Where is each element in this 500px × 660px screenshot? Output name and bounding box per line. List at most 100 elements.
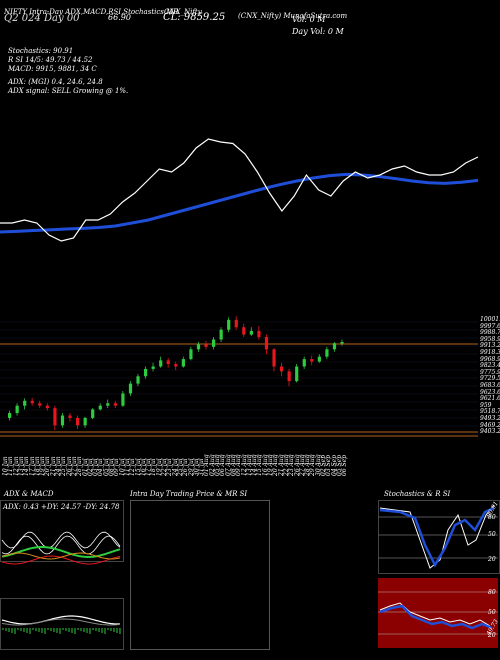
- price-label: 9958.97: [480, 335, 500, 343]
- intraday-panel-title: Intra Day Trading Price & MR SI: [130, 490, 248, 498]
- candle-body: [340, 341, 344, 344]
- close-label: CL: 9859.25: [163, 12, 226, 23]
- day-vol-label: Day Vol: 0 M: [292, 27, 344, 36]
- candle-body: [295, 366, 299, 382]
- price-label: 10001.5: [480, 316, 500, 323]
- vol-label: Vol: 0 M: [292, 15, 326, 24]
- candle-body: [174, 364, 178, 367]
- macd-signal: [1, 618, 121, 626]
- candle-body: [128, 383, 133, 394]
- candle-body: [264, 337, 269, 350]
- candle-body: [83, 417, 87, 426]
- adx-readout: ADX: (MGI) 0.4, 24.6, 24.8: [8, 78, 103, 86]
- candle-body: [144, 368, 148, 377]
- candle-body: [121, 393, 125, 406]
- price-label: 9621.62: [480, 395, 500, 403]
- header-tab-1: NIFTY Intra-Day ADX,MACD,RSI,Stochastics…: [4, 8, 179, 16]
- adx-macd-panel-title: ADX & MACD: [4, 490, 54, 498]
- price-label: 9493.23: [480, 415, 500, 422]
- price-label: 9823.44: [480, 362, 500, 370]
- candle-body: [166, 360, 170, 365]
- candle-body: [106, 403, 110, 406]
- stoch-panel-title: Stochastics & R SI: [384, 490, 451, 498]
- candle-body: [23, 400, 27, 406]
- candle-body: [227, 319, 231, 330]
- candle-body: [60, 415, 65, 426]
- candle-body: [159, 360, 163, 367]
- macd-readout: MACD: 9915, 9881, 34 C: [8, 65, 97, 73]
- intraday-panel: [130, 500, 270, 650]
- candle-body: [113, 403, 117, 406]
- candle-body: [68, 415, 72, 418]
- stoch-k-line: [379, 504, 495, 569]
- adx-green-line: [1, 546, 121, 559]
- candle-body: [76, 417, 80, 426]
- stochastics-readout: Stochastics: 90.91: [8, 47, 74, 55]
- main-chart: [0, 138, 479, 437]
- rsi-level-80: 80: [488, 589, 496, 596]
- price-label: 9729.53: [480, 375, 500, 383]
- rsi-level-50: 50: [488, 609, 496, 616]
- price-label: 9968.97: [480, 355, 500, 363]
- candle-body: [249, 330, 253, 335]
- chart-title: (CNX_Nifty) MunafaSutra.com: [238, 12, 348, 20]
- candle-body: [219, 329, 223, 340]
- rsi-panel: [378, 578, 498, 648]
- candle-body: [45, 405, 49, 409]
- candle-body: [287, 371, 291, 382]
- rsi-readout: R SI 14/5: 49.73 / 44.52: [8, 56, 93, 64]
- price-label: 9403.25: [480, 428, 500, 436]
- adx-orange-line: [1, 552, 121, 560]
- price-line: [0, 138, 479, 242]
- adx-panel: ADX: 0.43 +DY: 24.57 -DY: 24.78: [0, 500, 124, 562]
- macd-panel: [0, 598, 124, 650]
- candle-body: [151, 366, 155, 369]
- candle-body: [257, 330, 261, 338]
- candle-body: [325, 349, 329, 357]
- stoch-d-line: [379, 506, 495, 568]
- candle-body: [317, 356, 321, 362]
- header-tab-2: CNX_Nifty: [164, 8, 202, 16]
- price-label: 9518.73: [480, 408, 500, 416]
- candle-body: [181, 359, 185, 367]
- adx-signal-readout: ADX signal: SELL Growing @ 1%.: [8, 87, 129, 95]
- adx-panel-values: ADX: 0.43 +DY: 24.57 -DY: 24.78: [3, 503, 120, 511]
- candle-body: [302, 359, 306, 367]
- price-label: 9988.75: [480, 329, 500, 337]
- price-label: 9918.36: [480, 349, 500, 356]
- candle-body: [98, 405, 102, 410]
- price-label: 9623.62: [480, 388, 500, 396]
- candle-body: [332, 343, 337, 350]
- candle-body: [38, 403, 42, 406]
- candle-body: [234, 319, 238, 328]
- price-label: 959: [480, 401, 492, 409]
- candle-body: [310, 359, 314, 362]
- candle-body: [280, 366, 284, 372]
- rsi-level-20: 20: [488, 632, 496, 639]
- rsi-blue-line: [379, 604, 493, 630]
- adx-white-line-2: [1, 535, 121, 555]
- stoch-level-50: 50: [488, 531, 496, 538]
- candle-body: [136, 376, 140, 384]
- candle-body: [53, 408, 57, 426]
- candle-body: [242, 327, 246, 335]
- price-label: 9775.99: [480, 368, 500, 376]
- candle-body: [196, 344, 201, 350]
- candle-body: [204, 344, 208, 347]
- macd-line: [1, 615, 120, 625]
- rsi-white-line: [379, 602, 491, 627]
- adx-value: 66.90: [108, 13, 131, 22]
- candle-body: [189, 349, 193, 360]
- candle-body: [272, 349, 276, 367]
- candle-body: [212, 339, 216, 347]
- header-line-left: Q2 024 Day 00: [4, 13, 80, 24]
- candle-body: [8, 413, 12, 418]
- stoch-level-80: 80: [488, 514, 496, 521]
- price-label: 9683.62: [480, 382, 500, 389]
- stoch-level-20: 20: [488, 556, 496, 563]
- price-label: 9913.27: [480, 342, 500, 350]
- candle-body: [30, 400, 34, 404]
- price-label: 9997.67: [480, 322, 500, 330]
- price-label: 9469.23: [480, 421, 500, 429]
